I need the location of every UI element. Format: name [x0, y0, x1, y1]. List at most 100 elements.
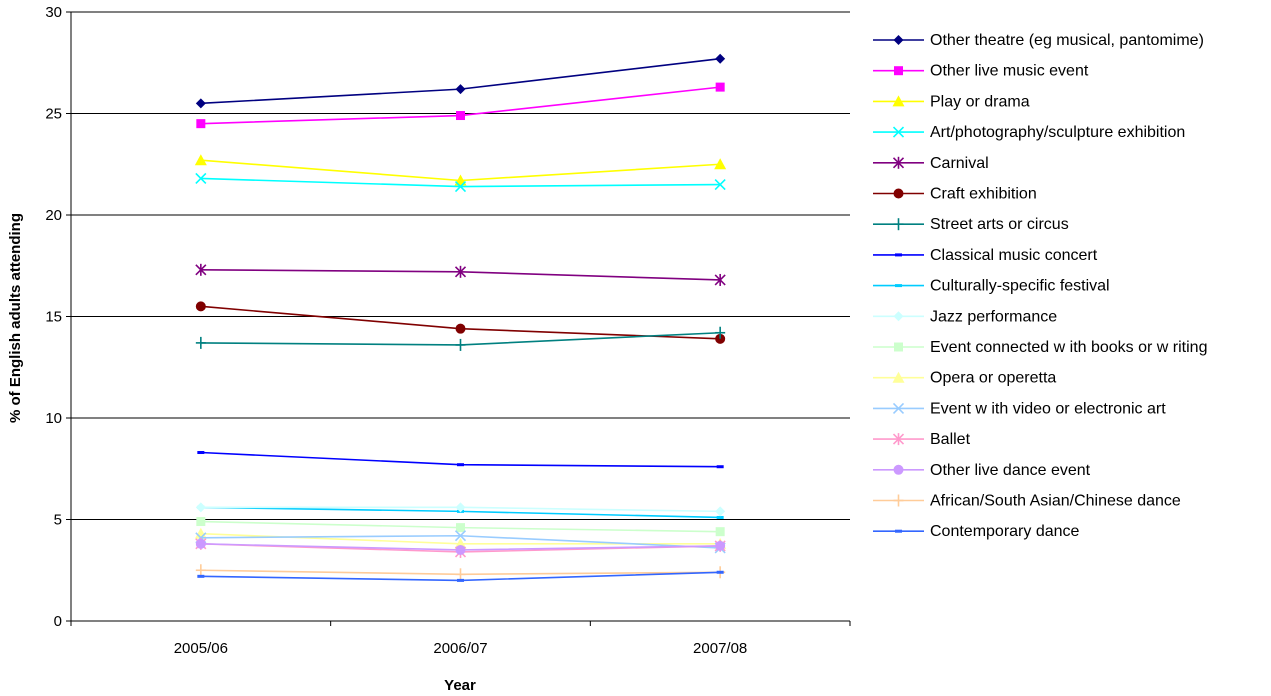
legend-marker [892, 433, 905, 446]
data-point [196, 517, 206, 527]
legend-label: Street arts or circus [930, 216, 1069, 233]
x-tick-label: 2006/07 [433, 640, 487, 657]
legend-item: Play or drama [873, 93, 1030, 110]
data-point [716, 570, 724, 574]
legend-item: Other live music event [873, 63, 1089, 80]
data-point [195, 336, 206, 349]
data-point [716, 515, 724, 519]
legend-label: Contemporary dance [930, 523, 1080, 540]
legend-marker [893, 464, 904, 475]
legend-item: Event connected w ith books or w riting [873, 339, 1207, 356]
y-tick-label: 10 [45, 410, 62, 427]
x-axis-title: Year [444, 677, 476, 694]
legend-marker [893, 311, 904, 322]
y-tick-label: 25 [45, 106, 62, 123]
x-tick-label: 2007/08 [693, 640, 747, 657]
data-point [197, 574, 205, 578]
series-0 [195, 53, 726, 109]
legend-label: Carnival [930, 155, 989, 172]
axes: 0 5 10 15 20 25 30 2005/06 2006/07 2007/08 [45, 4, 851, 657]
data-point [715, 540, 726, 551]
series-3 [195, 172, 726, 193]
legend-item: Classical music concert [873, 247, 1098, 264]
legend-marker [894, 66, 903, 76]
legend-label: Art/photography/sculpture exhibition [930, 124, 1185, 141]
legend-marker [892, 156, 905, 169]
legend-label: Ballet [930, 431, 971, 448]
data-point [714, 158, 727, 170]
legend-marker [893, 218, 904, 231]
legend-item: Street arts or circus [873, 216, 1069, 233]
x-tick-label: 2005/06 [174, 640, 228, 657]
legend-marker [895, 529, 902, 533]
legend-label: African/South Asian/Chinese dance [930, 493, 1181, 510]
series-5 [195, 301, 726, 344]
data-point [457, 578, 464, 582]
series-16 [197, 570, 724, 582]
data-point [195, 502, 206, 513]
data-point [454, 530, 467, 542]
legend-item: African/South Asian/Chinese dance [873, 493, 1181, 510]
data-point [196, 119, 206, 129]
legend-marker [894, 342, 903, 352]
series-9 [195, 502, 726, 517]
legend-label: Event connected w ith books or w riting [930, 339, 1207, 356]
data-point [454, 265, 467, 278]
data-point [195, 98, 206, 109]
y-tick-label: 0 [54, 613, 62, 630]
legend-marker [892, 371, 905, 383]
legend-marker [893, 494, 904, 507]
legend-item: Event w ith video or electronic art [873, 400, 1166, 417]
legend-item: Contemporary dance [873, 523, 1080, 540]
data-point [715, 82, 725, 92]
legend-label: Classical music concert [930, 247, 1098, 264]
legend-marker [892, 402, 905, 414]
y-tick-label: 30 [45, 4, 62, 21]
series-10 [196, 517, 725, 537]
data-point [195, 564, 206, 577]
data-point [455, 502, 466, 513]
series-7 [197, 451, 724, 469]
legend-label: Other live dance event [930, 462, 1091, 479]
legend-marker [892, 95, 905, 107]
legend-marker [895, 253, 902, 257]
data-point [455, 544, 466, 555]
legend-marker [893, 188, 904, 199]
legend-label: Culturally-specific festival [930, 278, 1110, 295]
legend: Other theatre (eg musical, pantomime) Oth… [873, 32, 1207, 540]
legend-item: Craft exhibition [873, 186, 1037, 203]
data-point [716, 465, 724, 469]
data-point [715, 53, 726, 64]
series-4 [195, 263, 726, 286]
data-point [195, 538, 206, 549]
data-point [714, 273, 726, 286]
legend-label: Other live music event [930, 63, 1089, 80]
data-point [715, 506, 726, 517]
y-axis-title: % of English adults attending [7, 213, 24, 423]
legend-item: Other theatre (eg musical, pantomime) [873, 32, 1204, 49]
y-tick-label: 5 [54, 512, 62, 529]
data-point [455, 323, 466, 334]
legend-marker [895, 284, 902, 288]
series-6 [195, 326, 726, 351]
series-line [200, 57, 721, 105]
data-point [194, 527, 207, 539]
legend-item: Culturally-specific festival [873, 278, 1110, 295]
data-point [457, 463, 464, 467]
data-point [195, 301, 206, 312]
data-point [455, 84, 466, 95]
y-tick-label: 15 [45, 309, 62, 326]
series-line [200, 305, 721, 340]
legend-item: Ballet [873, 431, 971, 448]
legend-item: Art/photography/sculpture exhibition [873, 124, 1185, 141]
data-point [455, 338, 466, 351]
data-point [715, 326, 726, 339]
data-point [195, 263, 207, 276]
legend-label: Event w ith video or electronic art [930, 400, 1166, 417]
legend-marker [893, 35, 904, 45]
data-point [715, 527, 725, 537]
legend-label: Other theatre (eg musical, pantomime) [930, 32, 1204, 49]
data-point [714, 178, 726, 191]
